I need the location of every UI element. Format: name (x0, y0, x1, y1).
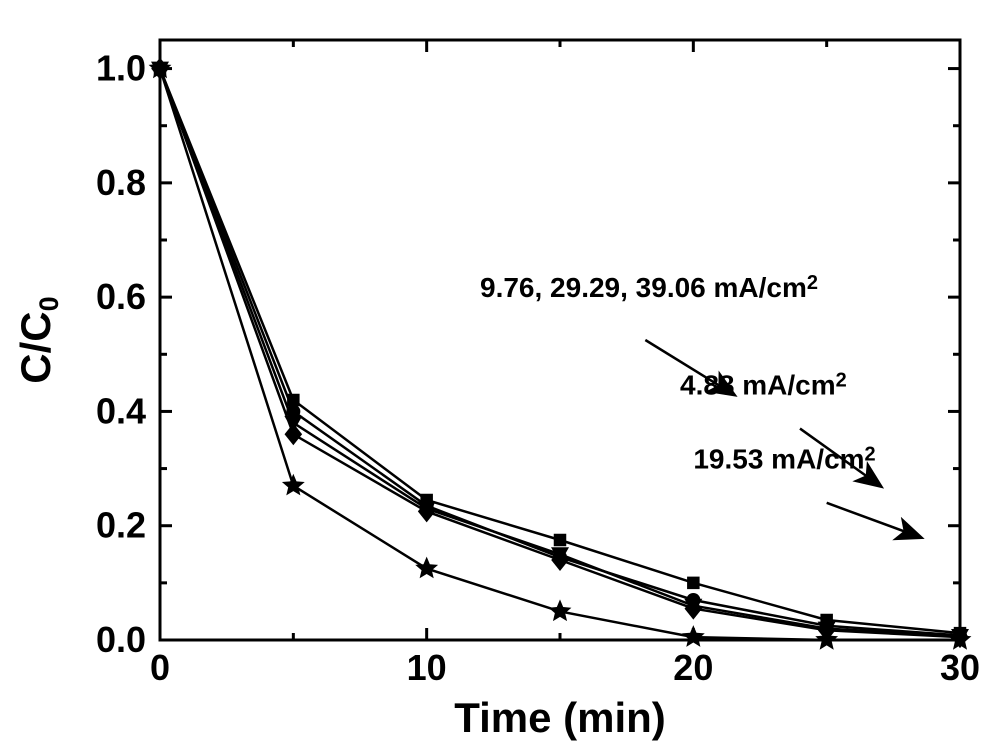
chart-annotation: 9.76, 29.29, 39.06 mA/cm2 (480, 272, 818, 303)
y-tick-label: 0.2 (96, 505, 146, 546)
x-tick-label: 30 (940, 647, 980, 688)
y-tick-label: 0.0 (96, 619, 146, 660)
x-tick-label: 0 (150, 647, 170, 688)
y-tick-label: 1.0 (96, 48, 146, 89)
x-axis-label: Time (min) (454, 694, 666, 741)
annotation-arrow (827, 503, 920, 537)
chart-container: 0 10 20 30 0.0 0.2 0.4 0.6 0.8 1.0 Time (min) C/C0 9… (0, 0, 1000, 746)
x-tick-label: 20 (673, 647, 713, 688)
y-tick-label: 0.4 (96, 390, 146, 431)
decay-chart: 0 10 20 30 0.0 0.2 0.4 0.6 0.8 1.0 Time (min) C/C0 9… (0, 0, 1000, 746)
y-tick-label: 0.8 (96, 162, 146, 203)
x-tick-label: 10 (407, 647, 447, 688)
chart-annotation: 19.53 mA/cm2 (693, 444, 875, 475)
y-tick-label: 0.6 (96, 276, 146, 317)
plot-series (149, 57, 972, 650)
chart-annotation: 4.88 mA/cm2 (680, 369, 847, 400)
y-axis-label: C/C0 (12, 296, 64, 383)
